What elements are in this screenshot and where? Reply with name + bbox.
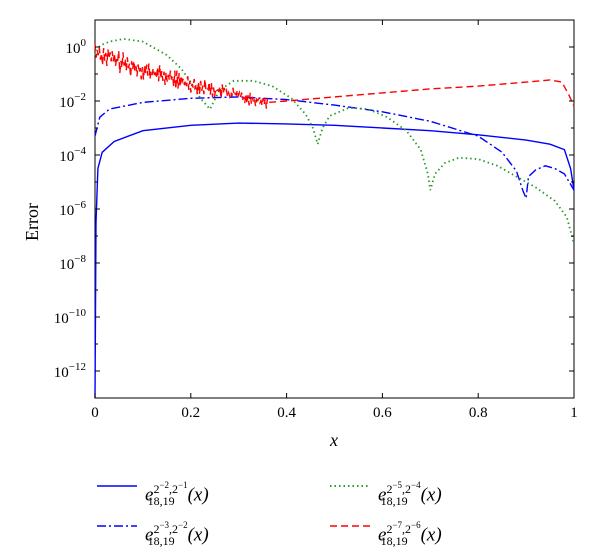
x-tick-label: 0.8 bbox=[469, 405, 488, 421]
legend-swatch bbox=[97, 485, 137, 487]
y-tick-label: 10−12 bbox=[54, 361, 86, 381]
x-tick-label: 0.4 bbox=[277, 405, 296, 421]
legend-label: e2−3,2−218,19 (x) bbox=[145, 520, 209, 549]
legend-label: e2−5,2−418,19 (x) bbox=[378, 480, 442, 509]
x-axis-title: x bbox=[329, 430, 338, 450]
y-tick-label: 100 bbox=[66, 37, 87, 57]
legend-swatch bbox=[330, 525, 370, 527]
y-tick-label: 10−4 bbox=[59, 145, 86, 165]
y-tick-label: 10−10 bbox=[54, 307, 87, 327]
series-line-1 bbox=[94, 122, 575, 399]
y-tick-label: 10−8 bbox=[59, 253, 86, 273]
y-tick-label: 10−6 bbox=[59, 199, 86, 219]
error-plot: 0 0.2 0.4 0.6 0.8 1 10010−210−410−610−810−101… bbox=[22, 19, 578, 450]
x-tick-label: 0.2 bbox=[181, 405, 200, 421]
x-tick-label: 0 bbox=[91, 405, 99, 421]
legend-swatch bbox=[330, 485, 370, 487]
x-axis-ticks: 0 0.2 0.4 0.6 0.8 1 bbox=[91, 20, 578, 421]
legend-label: e2−7,2−618,19 (x) bbox=[378, 520, 442, 549]
series-line-3 bbox=[94, 37, 575, 245]
legend-swatch bbox=[97, 525, 137, 527]
series-layer bbox=[94, 37, 575, 399]
y-axis-title: Error bbox=[22, 203, 42, 241]
legend-label: e2−2,2−118,19 (x) bbox=[145, 480, 209, 509]
y-axis-ticks: 100 10−2 10−4 10−6 10−8 10−10 10−12 bbox=[54, 19, 574, 399]
legend: e2−2,2−118,19 (x) e2−3,2−218,19 (x) e2−5,2−4… bbox=[0, 455, 600, 556]
series-line-2 bbox=[94, 96, 575, 201]
x-tick-label: 1 bbox=[570, 405, 578, 421]
y-tick-label: 10−2 bbox=[59, 91, 86, 111]
x-tick-label: 0.6 bbox=[373, 405, 392, 421]
series-line-4 bbox=[94, 43, 575, 109]
